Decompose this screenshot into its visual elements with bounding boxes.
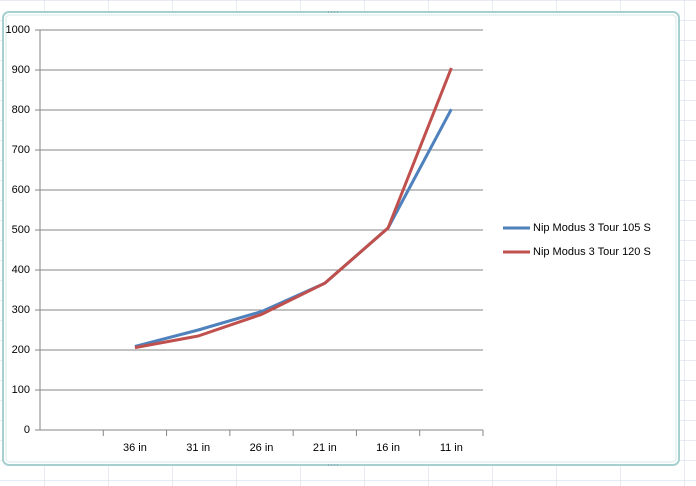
x-tick-label: 21 in: [313, 442, 337, 454]
legend-label: Nip Modus 3 Tour 105 S: [533, 222, 651, 234]
y-tick-label: 500: [12, 224, 30, 236]
chart-frame[interactable]: [2, 11, 680, 466]
y-tick-label: 700: [12, 144, 30, 156]
chart-frame-inner: [5, 14, 677, 463]
y-tick-label: 300: [12, 304, 30, 316]
x-tick-label: 31 in: [186, 442, 210, 454]
y-tick-label: 800: [12, 104, 30, 116]
x-tick-label: 11 in: [440, 442, 463, 454]
x-tick-label: 26 in: [250, 442, 274, 454]
y-tick-label: 0: [24, 424, 30, 436]
resize-handle[interactable]: ····: [327, 459, 339, 469]
y-tick-label: 1000: [6, 24, 30, 36]
y-tick-label: 100: [12, 384, 30, 396]
y-tick-label: 200: [12, 344, 30, 356]
legend-label: Nip Modus 3 Tour 120 S: [533, 246, 651, 258]
series-line: [134, 67, 453, 350]
y-tick-label: 900: [12, 64, 30, 76]
x-tick-label: 16 in: [376, 442, 400, 454]
y-tick-label: 400: [12, 264, 30, 276]
y-tick-label: 600: [12, 184, 30, 196]
x-tick-label: 36 in: [123, 442, 147, 454]
resize-handle[interactable]: ····: [327, 6, 339, 16]
